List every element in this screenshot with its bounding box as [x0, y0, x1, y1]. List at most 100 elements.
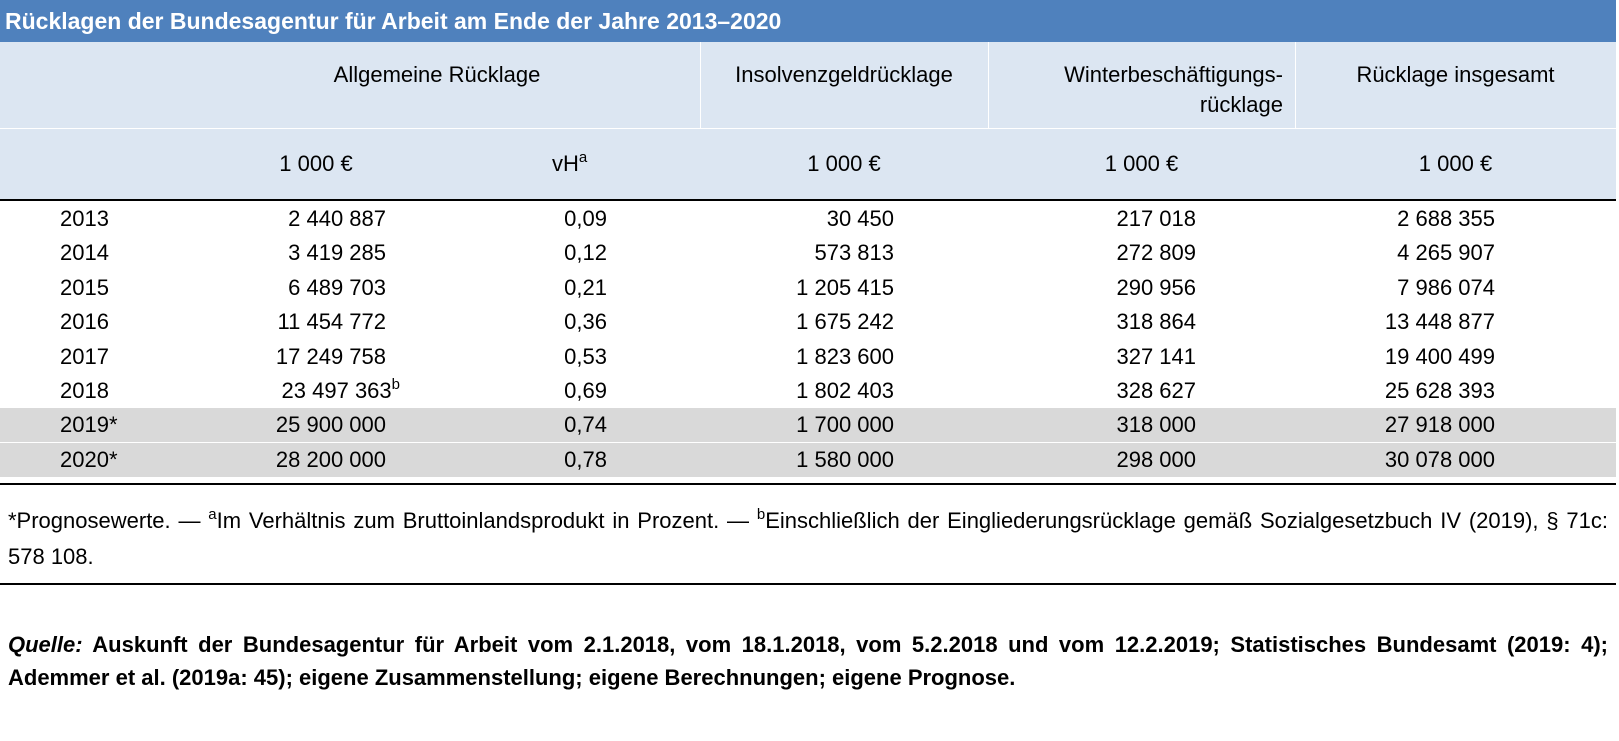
cell-value: 30 450 — [826, 206, 894, 231]
cell-vh: 0,21 — [500, 271, 607, 305]
cell-value: 272 809 — [1116, 240, 1196, 266]
footnote-bottom-rule — [0, 583, 1616, 585]
cell-value: 290 956 — [1116, 274, 1196, 300]
cell-value: 1 205 415 — [796, 274, 894, 300]
cell-vh: 0,09 — [500, 202, 607, 236]
cell-vh: 0,36 — [500, 305, 607, 339]
cell-value: 30 078 000 — [1384, 446, 1495, 472]
cell-year: 2013 — [60, 202, 160, 236]
cell-value: 2017 — [60, 343, 109, 369]
cell-value: 25 628 393 — [1384, 378, 1495, 403]
table-title: Rücklagen der Bundesagentur für Arbeit a… — [0, 0, 1616, 42]
cell-year: 2017 — [60, 340, 160, 374]
header-separator — [1295, 42, 1296, 128]
cell-value: 0,36 — [564, 309, 607, 335]
cell-allg: 6 489 703 — [200, 271, 386, 305]
cell-value: 327 141 — [1116, 343, 1196, 369]
cell-year: 2019* — [60, 408, 160, 442]
table-row: 2020* 28 200 000 0,78 1 580 000 298 000 30 07… — [0, 442, 1616, 477]
cell-insolvenz: 1 675 242 — [700, 305, 894, 339]
cell-gesamt: 7 986 074 — [1300, 271, 1495, 305]
cell-gesamt: 25 628 393 — [1300, 374, 1495, 408]
cell-value: 25 900 000 — [275, 412, 386, 438]
cell-gesamt: 30 078 000 — [1300, 443, 1495, 477]
cell-value: 0,78 — [564, 446, 607, 472]
cell-winter: 318 864 — [1000, 305, 1196, 339]
cell-allg: 11 454 772 — [200, 305, 386, 339]
cell-allg: 17 249 758 — [200, 340, 386, 374]
cell-winter: 298 000 — [1000, 443, 1196, 477]
cell-vh: 0,12 — [500, 236, 607, 270]
cell-value: 4 265 907 — [1397, 240, 1495, 266]
cell-value: 1 802 403 — [796, 378, 894, 403]
cell-insolvenz: 1 205 415 — [700, 271, 894, 305]
cell-value: 2014 — [60, 240, 109, 266]
table-row: 2013 2 440 887 0,09 30 450 217 018 2 688 355 — [0, 202, 1616, 236]
cell-insolvenz: 30 450 — [700, 202, 894, 236]
cell-value: 0,69 — [564, 378, 607, 403]
unit-header-row — [0, 129, 1616, 199]
header-insolvenzgeld: Insolvenzgeldrücklage — [735, 62, 953, 87]
cell-vh: 0,53 — [500, 340, 607, 374]
cell-value: 2019* — [60, 412, 118, 438]
source-note: Quelle: Auskunft der Bundesagentur für A… — [8, 628, 1608, 694]
cell-year: 2020* — [60, 443, 160, 477]
cell-year: 2018 — [60, 374, 160, 408]
cell-year: 2015 — [60, 271, 160, 305]
cell-value: 23 497 363 — [281, 378, 392, 403]
cell-value: 2013 — [60, 206, 109, 231]
cell-value: 1 580 000 — [796, 446, 894, 472]
cell-vh: 0,74 — [500, 408, 607, 442]
table-row: 2019* 25 900 000 0,74 1 700 000 318 000 27 91… — [0, 408, 1616, 443]
cell-value: 27 918 000 — [1384, 412, 1495, 438]
cell-allg: 23 497 363b — [200, 374, 400, 408]
cell-value: 217 018 — [1116, 206, 1196, 231]
source-text: Auskunft der Bundesagentur für Arbeit vo… — [8, 632, 1608, 690]
cell-value: 318 864 — [1116, 309, 1196, 335]
cell-value: 0,21 — [564, 274, 607, 300]
cell-vh: 0,78 — [500, 443, 607, 477]
cell-value: 2016 — [60, 309, 109, 335]
cell-winter: 290 956 — [1000, 271, 1196, 305]
footnote: *Prognosewerte. — aIm Verhältnis zum Bru… — [8, 503, 1608, 575]
cell-value: 1 700 000 — [796, 412, 894, 438]
cell-value: 2020* — [60, 446, 118, 472]
cell-value: 7 986 074 — [1397, 274, 1495, 300]
unit-winter: 1 000 € — [1104, 151, 1179, 176]
cell-value: 2 688 355 — [1397, 206, 1495, 231]
cell-allg: 25 900 000 — [200, 408, 386, 442]
cell-gesamt: 4 265 907 — [1300, 236, 1495, 270]
cell-winter: 217 018 — [1000, 202, 1196, 236]
unit-allg-eur: 1 000 € — [279, 151, 353, 176]
unit-vh-label: vH — [552, 151, 579, 176]
cell-value: 1 675 242 — [796, 309, 894, 335]
cell-value: 3 419 285 — [288, 240, 386, 266]
cell-allg: 28 200 000 — [200, 443, 386, 477]
footnote-text: Einschließlich der Eingliederungsrücklag… — [8, 508, 1608, 569]
cell-vh: 0,69 — [500, 374, 607, 408]
header-allgemeine-ruecklage: Allgemeine Rücklage — [333, 62, 541, 87]
cell-value: 19 400 499 — [1384, 343, 1495, 369]
table-row: 2015 6 489 703 0,21 1 205 415 290 956 7 986 0… — [0, 271, 1616, 305]
header-separator — [700, 42, 701, 128]
cell-value: 11 454 772 — [277, 309, 386, 335]
cell-value: 28 200 000 — [275, 446, 386, 472]
cell-value: 13 448 877 — [1384, 309, 1495, 335]
footnote-marker-b: b — [391, 376, 400, 393]
footnote-sup-a: a — [208, 506, 217, 523]
source-label: Quelle: — [8, 632, 83, 657]
footnote-sup-b: b — [756, 506, 766, 523]
cell-value: 2018 — [60, 378, 109, 403]
cell-value: 1 823 600 — [796, 343, 894, 369]
cell-insolvenz: 1 802 403 — [700, 374, 894, 408]
cell-gesamt: 2 688 355 — [1300, 202, 1495, 236]
header-winter-line1: Winterbeschäftigungs- — [1064, 62, 1283, 87]
cell-year: 2016 — [60, 305, 160, 339]
cell-value: 6 489 703 — [288, 274, 386, 300]
header-winter-line2: rücklage — [1199, 92, 1283, 117]
header-separator — [988, 42, 989, 128]
column-header-row — [0, 42, 1616, 128]
footnote-marker-a: a — [578, 149, 588, 166]
header-ruecklage-insgesamt: Rücklage insgesamt — [1356, 62, 1555, 87]
cell-value: 0,12 — [564, 240, 607, 266]
